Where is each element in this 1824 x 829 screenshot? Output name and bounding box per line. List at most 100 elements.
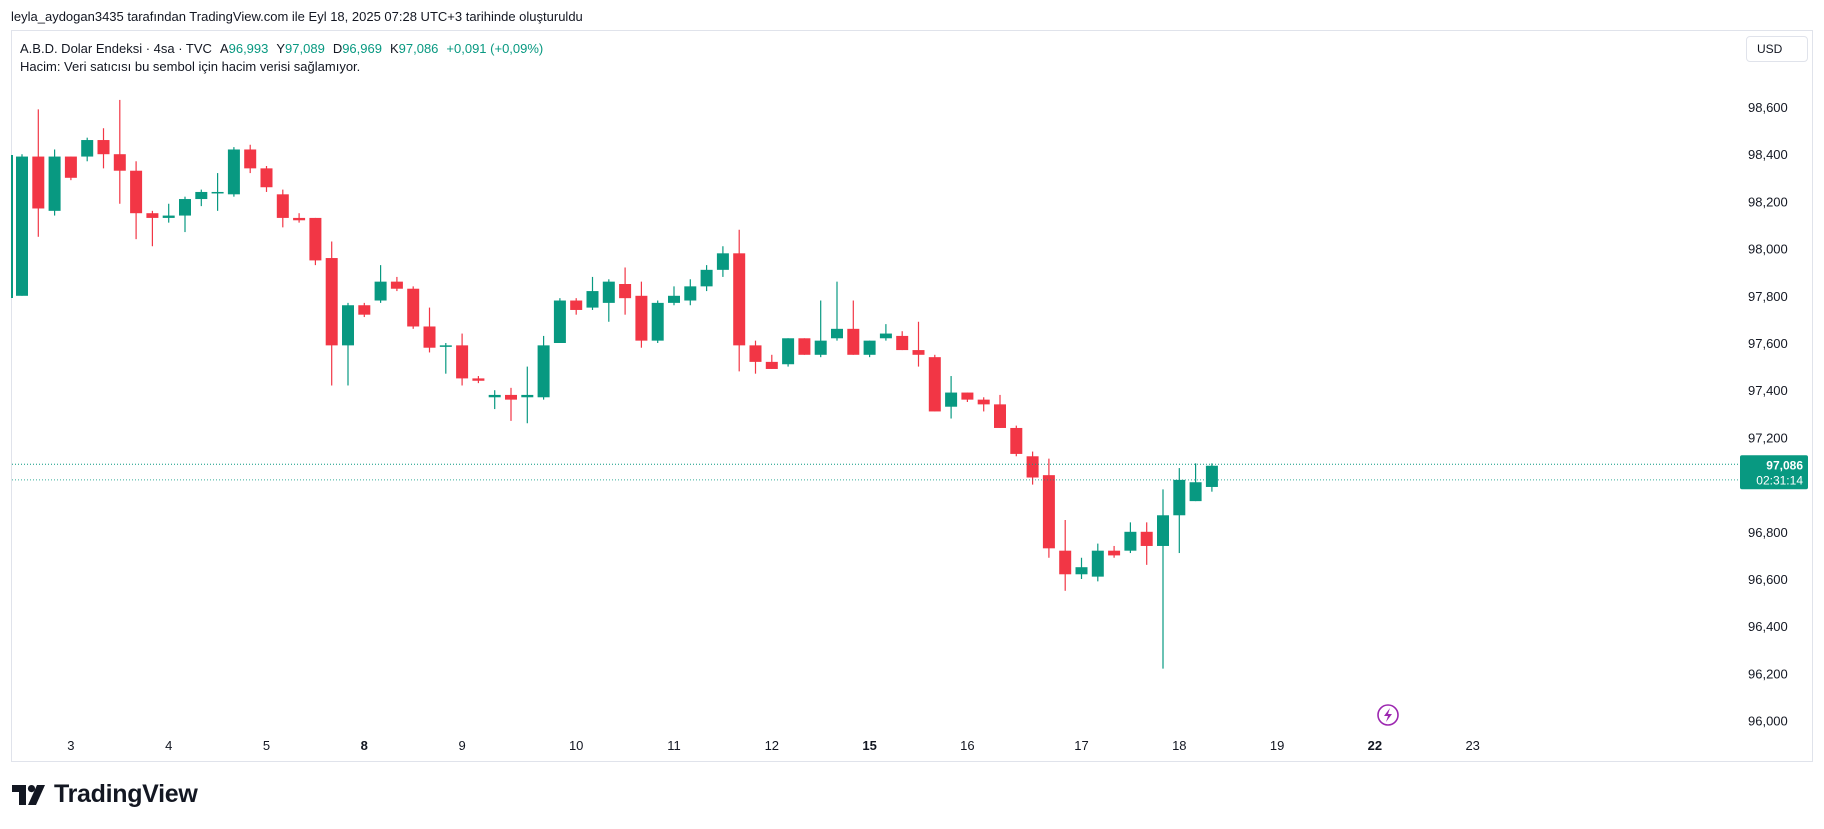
candle-body (260, 168, 273, 188)
candle-body (1059, 550, 1072, 575)
candle-body (439, 345, 452, 347)
candle-body (733, 253, 746, 346)
tradingview-wordmark: TradingView (54, 780, 198, 808)
candle-body (1157, 515, 1169, 546)
y-tick-label: 98,200 (1748, 194, 1788, 209)
chart-legend: A.B.D. Dolar Endeksi · 4sa · TVC A 96,993… (20, 40, 543, 76)
candle-body (293, 217, 306, 221)
candle-body (1189, 482, 1202, 502)
candle-body (1010, 427, 1023, 454)
candle-body (113, 154, 126, 171)
candle-body (1091, 550, 1104, 577)
ohlc-row: A.B.D. Dolar Endeksi · 4sa · TVC A 96,993… (20, 40, 543, 58)
y-tick-label: 98,000 (1748, 242, 1788, 257)
candle-body (912, 350, 925, 355)
x-tick-label: 12 (765, 738, 779, 753)
currency-button[interactable]: USD (1746, 36, 1808, 62)
candle-body (1075, 567, 1088, 575)
chart-frame (11, 30, 1813, 762)
candle-body (81, 140, 94, 157)
candle-body (64, 156, 77, 178)
low-label: D (332, 41, 343, 56)
candle-body (668, 295, 680, 303)
x-tick-label: 8 (361, 738, 368, 753)
candle-body (1205, 465, 1218, 487)
candle-body (928, 357, 941, 412)
candle-body (358, 305, 371, 315)
tradingview-logo[interactable]: TradingView (12, 780, 198, 809)
y-tick-label: 97,600 (1748, 336, 1788, 351)
candle-body (896, 335, 909, 351)
candle-body (863, 340, 876, 355)
symbol-title[interactable]: A.B.D. Dolar Endeksi · 4sa · TVC (20, 41, 212, 56)
candle-body (1042, 475, 1055, 549)
candle-body (505, 394, 517, 400)
candle-body (977, 399, 990, 405)
candle-body (945, 392, 958, 407)
close-value: 97,086 (398, 41, 439, 56)
candle-body (456, 345, 469, 379)
candle-body (227, 149, 240, 195)
candle-body (146, 213, 159, 218)
candle-body (130, 170, 143, 214)
x-tick-label: 16 (960, 738, 974, 753)
y-tick-label: 96,400 (1748, 619, 1788, 634)
candle-body (162, 215, 175, 218)
candle-body (407, 288, 420, 327)
y-tick-label: 97,800 (1748, 289, 1788, 304)
x-tick-label: 22 (1368, 738, 1382, 753)
last-price-box (1740, 455, 1808, 490)
lightning-icon[interactable] (1377, 704, 1399, 726)
countdown-label: 02:31:14 (1756, 473, 1803, 487)
candle-body (994, 404, 1006, 428)
y-tick-label: 96,600 (1748, 572, 1788, 587)
candle-body (619, 284, 632, 299)
candle-body (211, 191, 224, 194)
high-value: 97,089 (285, 41, 325, 56)
candle-body (782, 338, 795, 365)
open-value: 96,993 (228, 41, 269, 56)
candle-body (342, 305, 354, 346)
close-label: K (389, 41, 399, 56)
candle-body (537, 345, 550, 398)
candle-body (553, 300, 566, 343)
x-tick-label: 9 (458, 738, 465, 753)
x-tick-label: 11 (667, 738, 681, 753)
volume-row: Hacim: Veri satıcısı bu sembol için haci… (20, 58, 543, 76)
candle-body (423, 326, 436, 348)
candle-body (309, 217, 322, 261)
candle-body (602, 281, 615, 303)
candle-body (814, 340, 827, 355)
candle-body (1108, 550, 1121, 556)
tradingview-logo-icon (12, 784, 45, 805)
y-tick-label: 97,200 (1748, 430, 1788, 445)
lightning-glyph-icon (1384, 708, 1392, 722)
candle-body (961, 392, 974, 400)
y-tick-label: 96,000 (1748, 714, 1788, 729)
candle-body (32, 156, 45, 209)
left-edge-marker (11, 155, 13, 298)
candle-body (847, 328, 860, 355)
candle-body (716, 253, 729, 270)
candle-body (798, 338, 811, 355)
x-tick-label: 15 (862, 738, 876, 753)
candle-body (97, 140, 110, 155)
candle-body (765, 361, 778, 369)
candle-body (488, 394, 501, 398)
candle-body (1140, 531, 1153, 546)
open-label: A (219, 41, 229, 56)
candle-body (521, 394, 534, 398)
y-tick-label: 96,200 (1748, 666, 1788, 681)
candle-body (684, 286, 697, 301)
candle-body (325, 258, 338, 346)
candle-body (179, 199, 191, 216)
low-value: 96,969 (342, 41, 382, 56)
candle-body (1173, 479, 1186, 516)
x-tick-label: 5 (263, 738, 270, 753)
candle-body (390, 281, 403, 289)
x-tick-label: 18 (1172, 738, 1186, 753)
x-tick-label: 19 (1270, 738, 1284, 753)
candle-body (635, 295, 648, 341)
y-tick-label: 97,400 (1748, 383, 1788, 398)
